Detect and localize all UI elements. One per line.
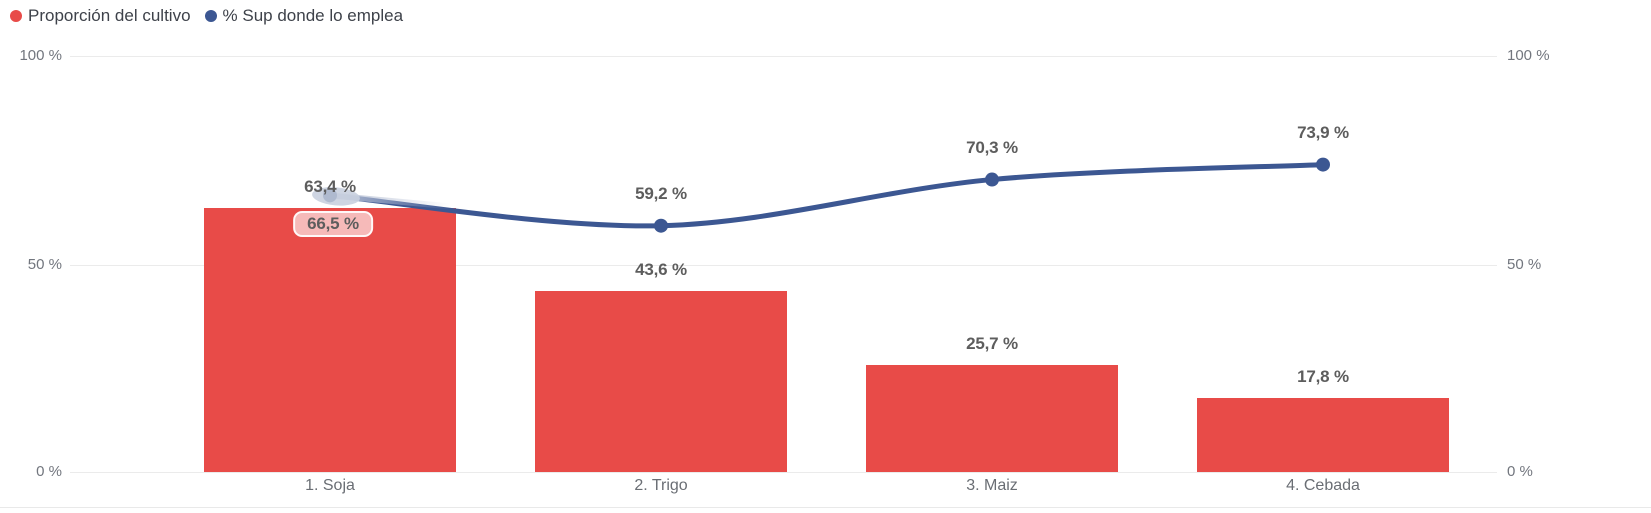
y-axis-right-tick-0: 0 % <box>1507 463 1533 480</box>
bar-data-label: 25,7 % <box>966 334 1018 354</box>
legend-line-label: % Sup donde lo emplea <box>222 6 404 25</box>
gridline-50 <box>70 265 1497 266</box>
legend-line-marker-icon <box>204 10 217 22</box>
line-data-label: 66,5 % <box>293 211 373 238</box>
line-point-3[interactable] <box>985 172 999 187</box>
gridline-100 <box>70 56 1497 57</box>
x-axis-category-label: 4. Cebada <box>1286 477 1360 494</box>
y-axis-right-tick-100: 100 % <box>1507 47 1550 64</box>
y-axis-right-tick-50: 50 % <box>1507 256 1542 273</box>
bar-1[interactable] <box>204 208 456 472</box>
bar-data-label: 17,8 % <box>1297 366 1349 386</box>
y-axis-left-tick-100: 100 % <box>19 47 62 64</box>
bottom-divider <box>0 507 1651 508</box>
line-data-label: 59,2 % <box>635 183 687 203</box>
line-data-label: 73,9 % <box>1297 122 1349 142</box>
bar-2[interactable] <box>535 290 787 472</box>
bar-data-label: 43,6 % <box>635 259 687 279</box>
line-point-1[interactable] <box>323 188 337 203</box>
legend-bar-marker-icon <box>10 10 22 22</box>
y-axis-left-tick-50: 50 % <box>27 256 62 273</box>
legend-bar-label: Proporción del cultivo <box>28 6 191 25</box>
x-axis-category-label: 2. Trigo <box>634 477 688 494</box>
legend-item-line-series[interactable]: % Sup donde lo emplea <box>204 6 404 26</box>
bar-data-label: 63,4 % <box>304 177 356 197</box>
bar-3[interactable] <box>866 365 1118 472</box>
legend: Proporción del cultivo % Sup donde lo em… <box>10 6 403 26</box>
y-axis-left-tick-0: 0 % <box>36 463 62 480</box>
line-point-2[interactable] <box>654 218 668 233</box>
line-data-label: 70,3 % <box>966 137 1018 157</box>
gridline-0 <box>70 472 1497 473</box>
line-series-path <box>327 162 1326 229</box>
line-point-4[interactable] <box>1316 157 1330 172</box>
bar-4[interactable] <box>1197 397 1449 472</box>
legend-item-bar-series[interactable]: Proporción del cultivo <box>10 6 191 26</box>
x-axis-category-label: 3. Maiz <box>966 477 1018 494</box>
x-axis-category-label: 1. Soja <box>305 477 355 494</box>
